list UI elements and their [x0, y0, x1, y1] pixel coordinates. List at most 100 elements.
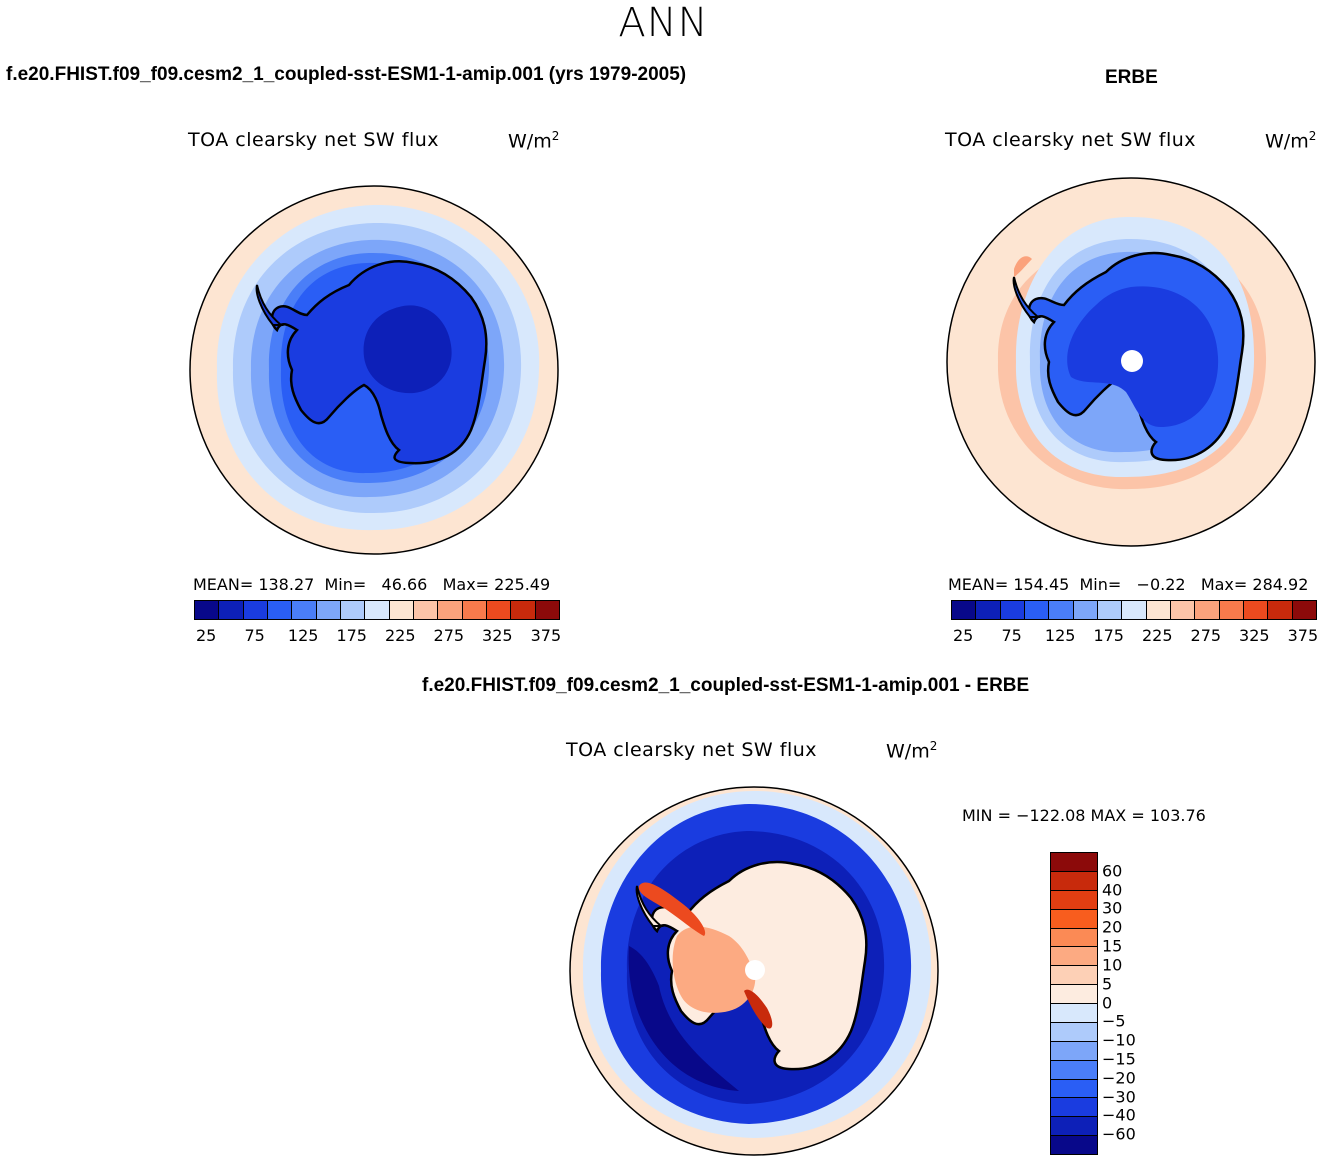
model-colorbar-label: 25: [195, 626, 217, 645]
diff-stats: MIN = −122.08 MAX = 103.76: [962, 806, 1206, 825]
diff-colorbar-box: [1051, 1117, 1097, 1137]
diff-colorbar-label: −20: [1102, 1068, 1136, 1088]
model-colorbar-box: [340, 601, 366, 619]
diff-colorbar-box: [1051, 1136, 1097, 1154]
diff-units: W/m2: [886, 739, 938, 763]
model-case-title: f.e20.FHIST.f09_f09.cesm2_1_coupled-sst-…: [6, 64, 687, 85]
diff-colorbar-label: 60: [1102, 861, 1123, 881]
obs-colorbar-box: [1219, 601, 1244, 619]
model-stats: MEAN= 138.27 Min= 46.66 Max= 225.49: [193, 575, 551, 594]
model-colorbar-box: [316, 601, 341, 619]
diff-colorbar-label: 15: [1102, 936, 1123, 956]
model-colorbar-box: [389, 601, 414, 619]
diff-colorbar-box: [1051, 909, 1097, 929]
diff-map-border: [569, 786, 939, 1156]
model-colorbar-box: [292, 601, 317, 619]
obs-colorbar-label: 225: [1141, 626, 1173, 645]
diff-case-title: f.e20.FHIST.f09_f09.cesm2_1_coupled-sst-…: [422, 675, 1030, 696]
obs-colorbar-label: 25: [952, 626, 974, 645]
model-colorbar-box: [462, 601, 487, 619]
diff-colorbar-box: [1051, 1079, 1097, 1099]
diff-colorbar-label: −15: [1102, 1049, 1136, 1069]
model-colorbar-box: [195, 601, 220, 619]
model-polar-map: [189, 185, 559, 555]
diff-red-streak-west: [638, 882, 706, 936]
model-colorbar-label: 325: [482, 626, 513, 645]
obs-colorbar-box: [1049, 601, 1074, 619]
model-colorbar-label: 225: [384, 626, 416, 645]
obs-colorbar-label: 375: [1287, 626, 1319, 645]
obs-variable-title: TOA clearsky net SW flux: [945, 129, 1197, 151]
model-colorbar-box: [267, 601, 293, 619]
model-colorbar-labels: 25 75 125 175 225 275 325 375: [194, 626, 561, 646]
diff-colorbar-box: [1051, 1041, 1097, 1061]
obs-colorbar-label: 75: [1001, 626, 1022, 645]
diff-colorbar-box: [1051, 947, 1097, 967]
obs-colorbar-box: [1024, 601, 1050, 619]
model-colorbar-box: [535, 601, 559, 619]
diff-colorbar-label: −60: [1102, 1124, 1136, 1144]
model-colorbar-label: 275: [433, 626, 465, 645]
model-colorbar-box: [413, 601, 439, 619]
obs-colorbar-box: [1073, 601, 1098, 619]
diff-colorbar-box: [1051, 1098, 1097, 1118]
diff-colorbar-label: −40: [1102, 1105, 1136, 1125]
diff-colorbar-box: [1051, 853, 1097, 872]
diff-polar-map: [569, 786, 939, 1156]
obs-colorbar-box: [976, 601, 1001, 619]
obs-peninsula: [1012, 276, 1041, 318]
obs-red-patch: [1014, 256, 1032, 277]
obs-colorbar: [951, 600, 1317, 620]
diff-colorbar-box: [1051, 985, 1097, 1004]
diff-colorbar-label: −5: [1102, 1011, 1126, 1031]
model-plateau: [363, 305, 452, 394]
diff-colorbar-label: −30: [1102, 1087, 1136, 1107]
diff-variable-title: TOA clearsky net SW flux: [566, 739, 818, 761]
obs-case-title: ERBE: [1105, 67, 1158, 88]
obs-interior: [1067, 286, 1219, 427]
obs-colorbar-box: [1000, 601, 1025, 619]
obs-colorbar-label: 275: [1190, 626, 1222, 645]
diff-colorbar-label: −10: [1102, 1030, 1136, 1050]
diff-warm-interior: [672, 926, 756, 1013]
figure-title: ANN: [618, 0, 709, 46]
obs-colorbar-box: [1195, 601, 1220, 619]
obs-colorbar-box: [1122, 601, 1147, 619]
obs-map-border: [946, 177, 1316, 547]
diff-colorbar-labels: 60 40 30 20 15 10 5 0 −5 −10 −15 −20 −30 −40 −60: [1102, 852, 1162, 1153]
model-colorbar-box: [219, 601, 244, 619]
obs-colorbar-box: [952, 601, 977, 619]
diff-colorbar-label: 30: [1102, 898, 1123, 918]
obs-polar-map: [946, 177, 1316, 547]
obs-colorbar-box: [1097, 601, 1123, 619]
diff-red-streak-ross: [744, 989, 773, 1029]
diff-colorbar-label: 0: [1102, 993, 1113, 1012]
diff-colorbar-box: [1051, 871, 1097, 891]
diff-colorbar-label: 20: [1102, 917, 1123, 937]
obs-colorbar-label: 125: [1044, 626, 1076, 645]
model-colorbar-label: 375: [530, 626, 562, 645]
obs-units: W/m2: [1265, 129, 1317, 153]
diff-colorbar-box: [1051, 1060, 1097, 1080]
model-colorbar-box: [438, 601, 463, 619]
model-map-border: [189, 185, 559, 555]
obs-stats: MEAN= 154.45 Min= −0.22 Max= 284.92: [948, 575, 1309, 594]
diff-colorbar-box: [1051, 1004, 1097, 1023]
diff-colorbar: [1050, 852, 1098, 1155]
model-colorbar-box: [511, 601, 536, 619]
diff-band-darkest: [628, 946, 739, 1091]
model-colorbar: [194, 600, 560, 620]
diff-colorbar-box: [1051, 966, 1097, 986]
diff-colorbar-box: [1051, 890, 1097, 910]
obs-colorbar-box: [1170, 601, 1196, 619]
obs-colorbar-label: 175: [1093, 626, 1124, 645]
diff-colorbar-label: 5: [1102, 974, 1113, 994]
diff-pole-hole: [745, 960, 765, 980]
diff-colorbar-box: [1051, 928, 1097, 948]
obs-colorbar-box: [1292, 601, 1316, 619]
diff-colorbar-label: 10: [1102, 955, 1123, 975]
model-units: W/m2: [508, 129, 560, 153]
diff-colorbar-box: [1051, 1022, 1097, 1042]
obs-colorbar-box: [1243, 601, 1269, 619]
obs-colorbar-box: [1268, 601, 1293, 619]
